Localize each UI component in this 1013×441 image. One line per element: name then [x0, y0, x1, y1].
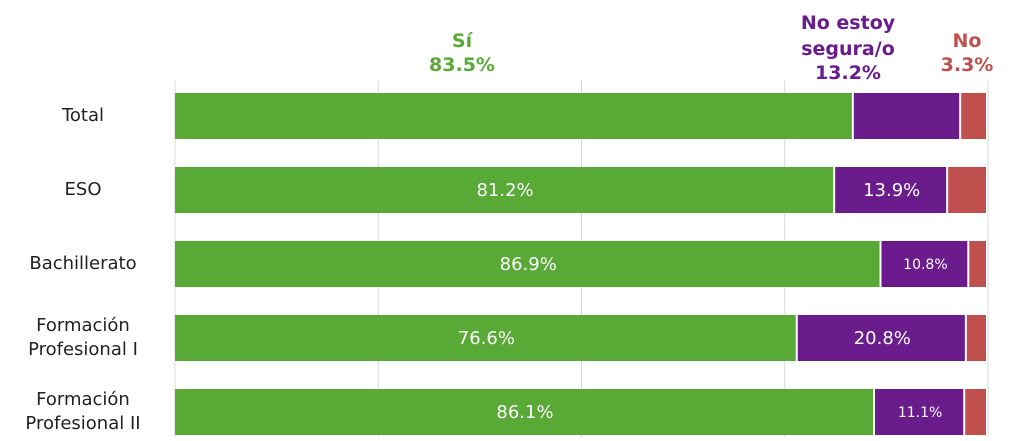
legend-value: 3.3%: [940, 54, 994, 76]
legend-label: No: [952, 30, 982, 52]
bar-segment: [835, 167, 947, 213]
legend-label: Sí: [451, 30, 473, 52]
value-label: 86.9%: [500, 254, 557, 275]
bar-segment: [797, 315, 965, 361]
category-label: Total: [61, 105, 105, 126]
bar-segment: [175, 241, 880, 287]
bar-segment: [961, 93, 986, 139]
legend-label: No estoy segura/o: [800, 12, 896, 60]
bar-segment: [175, 93, 852, 139]
bar-segment: [175, 167, 834, 213]
category-label: Formación Profesional II: [25, 389, 141, 434]
value-label: 13.9%: [863, 180, 920, 201]
bar-segment: [874, 389, 964, 435]
bar-segment: [175, 315, 796, 361]
bar-segment: [966, 315, 986, 361]
value-label: 81.2%: [476, 180, 533, 201]
value-label: 86.1%: [496, 402, 553, 423]
value-label: 20.8%: [854, 328, 911, 349]
category-label: ESO: [64, 179, 102, 200]
value-label: 11.1%: [898, 405, 942, 421]
bar-segment: [853, 93, 960, 139]
legend-value: 13.2%: [815, 62, 881, 84]
category-label: Formación Profesional I: [28, 315, 138, 360]
bar-segment: [175, 389, 873, 435]
category-label: Bachillerato: [29, 253, 137, 274]
bar-segment: [948, 167, 986, 213]
legend-value: 83.5%: [429, 54, 495, 76]
bar-segment: [965, 389, 986, 435]
bar-segment: [969, 241, 986, 287]
value-label: 10.8%: [903, 257, 947, 273]
bar-segment: [881, 241, 968, 287]
value-label: 76.6%: [458, 328, 515, 349]
